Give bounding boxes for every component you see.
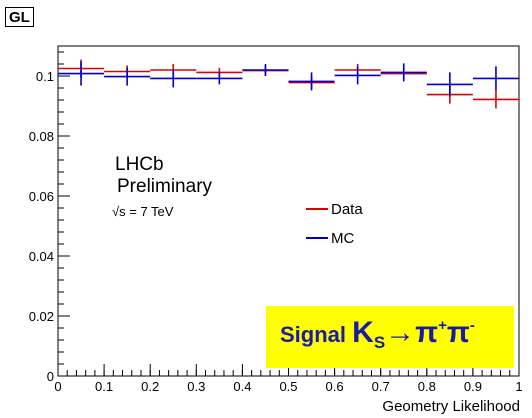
pion-minus: π (446, 316, 470, 349)
legend-data-label: Data (331, 201, 363, 218)
signal-word: Signal (280, 322, 347, 347)
legend-mc-label: MC (331, 230, 354, 247)
y-tick-label: 0.02 (29, 309, 54, 324)
y-tick-label: 0 (47, 369, 54, 384)
x-tick-label: 0.1 (95, 379, 113, 394)
x-tick-label: 0.2 (141, 379, 159, 394)
y-tick-label: 0.1 (36, 69, 54, 84)
x-tick-label: 1 (515, 379, 522, 394)
y-tick-label: 0.06 (29, 189, 54, 204)
x-tick-label: 0.3 (187, 379, 205, 394)
series-layer (58, 59, 519, 109)
x-tick-label: 0 (54, 379, 61, 394)
x-tick-label: 0.6 (326, 379, 344, 394)
axis-ticks: 0 0.1 0.2 0.3 0.4 0.5 0.6 0.7 0.8 0.9 1 0 0.02 0.04 0.… (29, 51, 523, 394)
x-tick-label: 0.7 (372, 379, 390, 394)
x-tick-label: 0.5 (279, 379, 297, 394)
x-axis-title: Geometry Likelihood (382, 398, 520, 415)
y-tick-label: 0.04 (29, 249, 54, 264)
pion-plus: π (415, 316, 439, 349)
kaon-symbol: K (352, 316, 374, 349)
lhcb-label: LHCb (115, 154, 164, 175)
pion-minus-charge: - (469, 317, 475, 334)
preliminary-label: Preliminary (117, 176, 213, 197)
pion-plus-charge: + (438, 317, 447, 334)
y-tick-label: 0.08 (29, 129, 54, 144)
legend: Data MC (306, 201, 363, 247)
kaon-subscript: S (373, 333, 386, 352)
signal-box (266, 306, 514, 368)
energy-label: √s = 7 TeV (112, 204, 174, 219)
x-tick-label: 0.9 (464, 379, 482, 394)
signal-label: Signal KS→π+π- (280, 316, 475, 353)
x-tick-label: 0.4 (233, 379, 251, 394)
panel-tag: GL (5, 7, 34, 27)
decay-arrow: → (385, 316, 416, 349)
x-tick-label: 0.8 (418, 379, 436, 394)
